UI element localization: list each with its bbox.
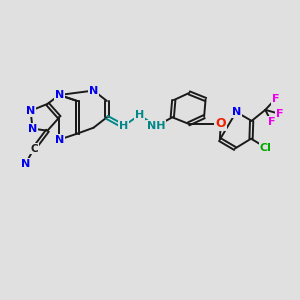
Text: N: N [55, 90, 64, 100]
Text: F: F [268, 117, 275, 127]
Text: N: N [26, 106, 35, 116]
Text: H: H [118, 121, 128, 131]
Text: F: F [275, 109, 283, 119]
Text: O: O [215, 117, 226, 130]
Text: N: N [28, 124, 37, 134]
Text: N: N [232, 107, 241, 117]
Text: NH: NH [147, 121, 165, 131]
Text: N: N [20, 159, 30, 169]
Text: H: H [135, 110, 144, 120]
Text: N: N [55, 135, 64, 145]
Text: F: F [272, 94, 279, 104]
Text: Cl: Cl [260, 142, 272, 153]
Text: C: C [30, 143, 38, 154]
Text: N: N [89, 85, 98, 96]
